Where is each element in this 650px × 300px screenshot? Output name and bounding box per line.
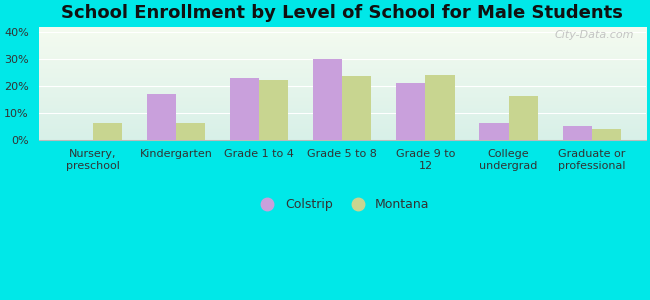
Bar [425, 75, 454, 140]
Bar [147, 94, 176, 140]
Bar [508, 97, 538, 140]
Bar [313, 59, 343, 140]
Bar [343, 76, 371, 140]
Bar [93, 123, 122, 140]
Legend: Colstrip, Montana: Colstrip, Montana [250, 193, 435, 216]
Text: City-Data.com: City-Data.com [554, 30, 634, 40]
Bar [230, 78, 259, 140]
Bar [563, 126, 592, 140]
Title: School Enrollment by Level of School for Male Students: School Enrollment by Level of School for… [61, 4, 623, 22]
Bar [396, 83, 425, 140]
Bar [480, 123, 508, 140]
Bar [592, 129, 621, 140]
Bar [259, 80, 288, 140]
Bar [176, 123, 205, 140]
